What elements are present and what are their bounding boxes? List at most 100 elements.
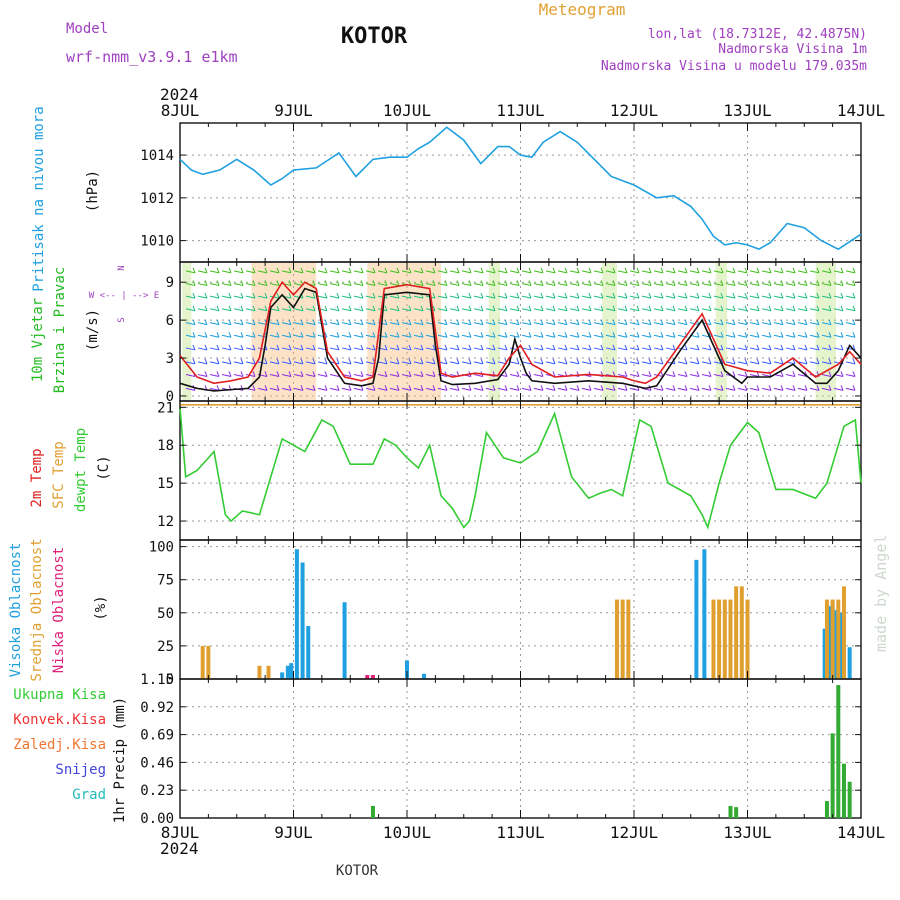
- wind-barb: [365, 308, 376, 312]
- wind-barb: [384, 371, 388, 377]
- wind-barb: [341, 270, 352, 274]
- wind-barb: [624, 280, 628, 286]
- wind-barb: [348, 371, 352, 377]
- panel-frame: [179, 400, 862, 541]
- wind-barb: [809, 387, 820, 391]
- day-label-top: 12JUL: [610, 101, 658, 120]
- legend-frozen-rain: Zaledj.Kisa: [13, 737, 106, 753]
- wind-barb: [540, 344, 544, 351]
- wind-barb: [360, 305, 364, 311]
- wind-barb: [684, 305, 688, 311]
- wind-barb: [768, 280, 772, 286]
- wind-barb: [276, 358, 280, 365]
- bar-cloud_mid: [266, 665, 271, 679]
- wind-barb: [480, 292, 484, 299]
- wind-barb: [384, 305, 388, 311]
- wind-barb: [185, 270, 196, 274]
- wind-barb: [353, 334, 364, 338]
- wind-barb: [413, 322, 424, 326]
- wind-barb: [269, 361, 280, 365]
- wind-barb: [245, 282, 256, 286]
- wind-barb: [197, 322, 208, 326]
- bar-cloud_mid: [722, 599, 727, 679]
- cloud-label-high: Visoka Oblacnost: [8, 543, 24, 678]
- wind-barb: [377, 282, 388, 286]
- cloud-unit: (%): [93, 595, 109, 620]
- wind-barb: [677, 373, 688, 377]
- wind-barb: [221, 347, 232, 351]
- wind-barb: [233, 282, 244, 286]
- wind-barb: [624, 267, 628, 274]
- wind-barb: [696, 385, 700, 391]
- wind-barb: [348, 332, 352, 338]
- wind-barb: [245, 322, 256, 326]
- wind-barb: [617, 373, 628, 377]
- wind-barb: [684, 267, 688, 274]
- bar-cloud_high: [694, 559, 699, 679]
- wind-barb: [593, 361, 604, 365]
- wind-barb: [473, 308, 484, 312]
- wind-barb: [324, 332, 328, 338]
- wind-label-2: Brzina i Pravac: [52, 267, 68, 393]
- wind-barb: [701, 361, 712, 365]
- pressure-unit: (hPa): [85, 170, 101, 212]
- wind-barb: [845, 387, 856, 391]
- wind-barb: [449, 308, 460, 312]
- wind-barb: [437, 387, 448, 391]
- wind-barb: [305, 387, 316, 391]
- wind-barb: [221, 361, 232, 365]
- wind-barb: [696, 280, 700, 286]
- wind-barb: [504, 385, 508, 391]
- wind-barb: [684, 280, 688, 286]
- coords-label: lon,lat (18.7312E, 42.4875N): [648, 27, 867, 42]
- wind-barb: [192, 280, 196, 286]
- wind-barb: [209, 270, 220, 274]
- wind-barb: [240, 319, 244, 325]
- wind-barb: [725, 347, 736, 351]
- wind-barb: [353, 347, 364, 351]
- wind-barb: [720, 344, 724, 351]
- wind-barb: [516, 305, 520, 311]
- wind-barb: [744, 292, 748, 299]
- wind-barb: [533, 270, 544, 274]
- wind-barb: [737, 373, 748, 377]
- wind-barb: [708, 292, 712, 299]
- wind-barb: [828, 358, 832, 365]
- wind-barb: [816, 292, 820, 299]
- wind-barb: [372, 332, 376, 338]
- wind-barb: [737, 270, 748, 274]
- wind-barb: [216, 385, 220, 391]
- precip-legend: Ukupna Kisa Konvek.Kisa Zaledj.Kisa Snij…: [13, 687, 106, 803]
- wind-barb: [449, 347, 460, 351]
- wind-barb: [221, 282, 232, 286]
- wind-barb: [821, 282, 832, 286]
- wind-barb: [552, 305, 556, 311]
- wind-barb: [348, 385, 352, 391]
- wind-barb: [737, 295, 748, 299]
- wind-barb: [468, 267, 472, 274]
- wind-barb: [605, 308, 616, 312]
- wind-barb: [240, 280, 244, 286]
- wind-barb: [396, 280, 400, 286]
- wind-barb: [809, 334, 820, 338]
- wind-direction-key: N W <-- | --> E S: [89, 265, 159, 322]
- wind-barb: [540, 332, 544, 338]
- wind-barb: [581, 270, 592, 274]
- wind-barb: [449, 322, 460, 326]
- wind-barb: [269, 373, 280, 377]
- wind-barb: [636, 344, 640, 351]
- wind-barb: [564, 332, 568, 338]
- wind-barb: [677, 322, 688, 326]
- wind-barb: [629, 282, 640, 286]
- wind-barb: [833, 308, 844, 312]
- wind-key-north: N: [117, 265, 127, 270]
- wind-burst: [251, 263, 317, 400]
- wind-barb: [593, 347, 604, 351]
- wind-barb: [317, 295, 328, 299]
- wind-barb: [564, 319, 568, 325]
- wind-barb: [269, 387, 280, 391]
- wind-barb: [780, 319, 784, 325]
- wind-barb: [353, 361, 364, 365]
- wind-barb: [648, 371, 652, 377]
- wind-barb: [773, 322, 784, 326]
